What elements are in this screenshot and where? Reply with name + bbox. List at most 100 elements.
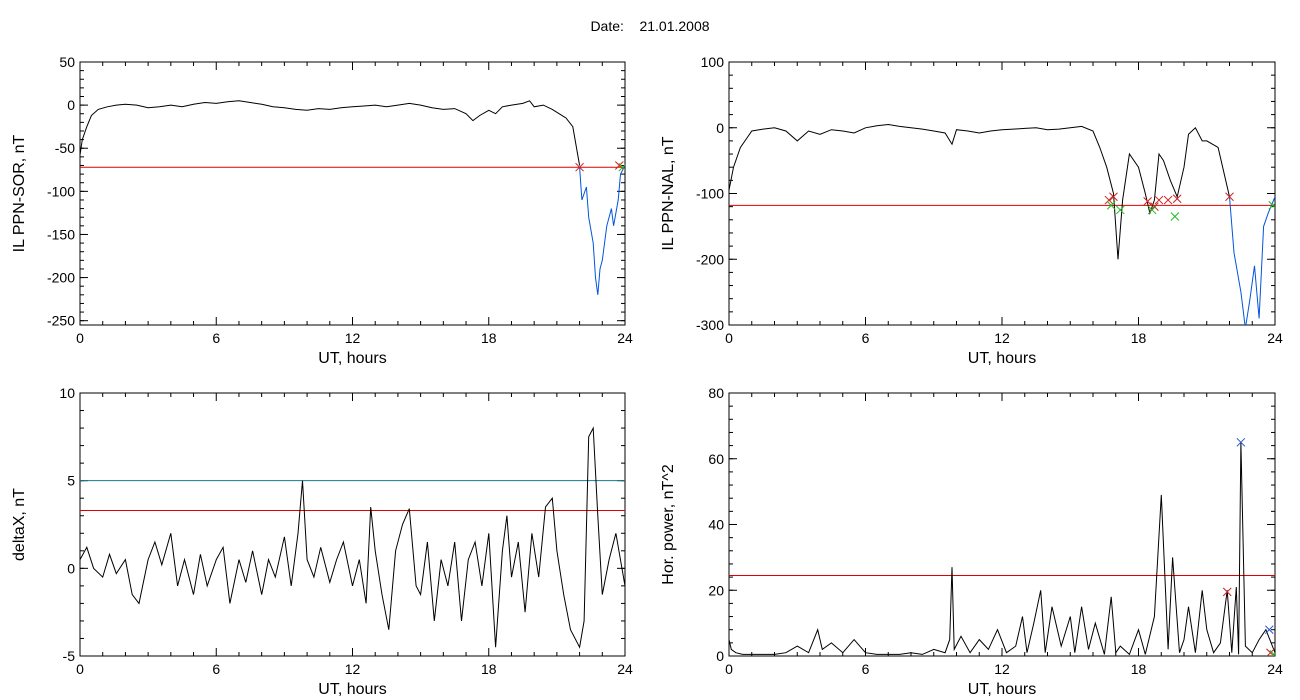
plot-area (729, 123, 1275, 325)
y-tick-label: -150 (47, 226, 75, 242)
x-tick-label: 12 (345, 661, 361, 677)
y-tick-label: -100 (696, 186, 724, 202)
marker-stroke (1266, 648, 1275, 656)
chart-sor: 0 6 12 18 24 50 0 -50 -100 -150 -200 -250 UT, hours I… (11, 54, 633, 367)
series-line-black (729, 123, 1230, 260)
marker-stroke (1106, 200, 1116, 210)
marker-red (1225, 192, 1234, 202)
y-tick-label: 80 (708, 385, 724, 401)
x-tick-label: 6 (212, 330, 220, 346)
plot-area (729, 437, 1275, 656)
x-tick-label: 18 (481, 661, 497, 677)
series-line-black (729, 442, 1275, 656)
marker-red (1104, 195, 1114, 205)
marker-red (575, 162, 584, 172)
y-tick-label: 10 (59, 385, 75, 401)
x-tick-label: 6 (212, 661, 220, 677)
marker-green (1268, 200, 1275, 210)
y-tick-label: 0 (716, 648, 724, 664)
series-line-blue (1229, 196, 1275, 325)
date-value: 21.01.2008 (639, 18, 710, 34)
marker-stroke (1222, 587, 1232, 597)
y-tick-label: 100 (701, 54, 725, 70)
x-axis-label: UT, hours (968, 681, 1036, 698)
chart-power: 0 6 12 18 24 80 60 40 20 0 UT, hours Hor. power, nT… (660, 385, 1283, 698)
marker-stroke (1264, 625, 1274, 635)
series-line-blue (579, 165, 625, 295)
date-label: Date: (590, 18, 624, 34)
y-axis-label: deltaX, nT (11, 488, 28, 561)
marker-stroke (1109, 192, 1118, 202)
y-tick-label: 50 (59, 54, 75, 70)
y-tick-label: 0 (716, 120, 724, 136)
marker-stroke (1115, 205, 1125, 215)
marker-stroke (1104, 195, 1114, 205)
y-tick-label: 20 (708, 582, 724, 598)
y-tick-label: -300 (696, 317, 724, 333)
marker-red (1154, 195, 1164, 205)
x-tick-label: 0 (725, 330, 733, 346)
x-axis-label: UT, hours (318, 350, 386, 367)
x-tick-label: 0 (76, 661, 84, 677)
plot-frame (728, 61, 1276, 326)
y-tick-label: 60 (708, 451, 724, 467)
marker-stroke (1143, 197, 1152, 206)
series-line-black (80, 100, 581, 166)
plot-frame (79, 392, 626, 657)
marker-green (1170, 212, 1180, 221)
y-tick-label: 40 (708, 517, 724, 533)
chart-date-title: Date: 21.01.2008 (0, 18, 1300, 34)
x-tick-label: 18 (481, 330, 497, 346)
y-tick-label: -50 (55, 140, 75, 156)
marker-green (1115, 205, 1125, 215)
marker-stroke (1172, 194, 1182, 204)
marker-green (618, 162, 625, 172)
x-tick-label: 0 (725, 661, 733, 677)
x-tick-label: 6 (862, 330, 870, 346)
plot-area (80, 100, 625, 295)
marker-stroke (614, 161, 624, 170)
x-tick-label: 24 (1267, 330, 1283, 346)
y-tick-label: 0 (67, 560, 75, 576)
x-tick-label: 0 (76, 330, 84, 346)
chart-nal: 0 6 12 18 24 100 0 -100 -200 -300 UT, hours IL PPN-… (660, 54, 1283, 367)
y-axis-label: IL PPN-SOR, nT (11, 134, 28, 252)
series-line-black (80, 426, 625, 649)
marker-red (1222, 587, 1232, 597)
y-tick-label: 5 (67, 473, 75, 489)
plot-frame (728, 392, 1276, 657)
x-tick-label: 6 (862, 661, 870, 677)
marker-stroke (575, 162, 584, 172)
x-tick-label: 18 (1131, 661, 1147, 677)
x-axis-label: UT, hours (318, 681, 386, 698)
x-tick-label: 12 (994, 661, 1010, 677)
y-axis-label: IL PPN-NAL, nT (660, 136, 677, 250)
marker-green (1147, 205, 1157, 215)
x-tick-label: 24 (617, 661, 633, 677)
y-tick-label: -5 (63, 648, 76, 664)
marker-stroke (1236, 437, 1246, 447)
y-tick-label: -200 (47, 270, 75, 286)
y-tick-label: 0 (67, 97, 75, 113)
x-tick-label: 12 (345, 330, 361, 346)
plot-area (80, 426, 625, 649)
marker-blue (1236, 437, 1246, 447)
marker-stroke (1170, 212, 1180, 221)
x-axis-label: UT, hours (968, 350, 1036, 367)
marker-green (1106, 200, 1116, 210)
x-tick-label: 12 (994, 330, 1010, 346)
x-tick-label: 18 (1131, 330, 1147, 346)
plot-frame (79, 61, 626, 326)
marker-green (1269, 650, 1275, 656)
marker-red (1109, 192, 1118, 202)
x-tick-label: 24 (617, 330, 633, 346)
y-tick-label: -200 (696, 251, 724, 267)
x-tick-label: 24 (1267, 661, 1283, 677)
y-tick-label: -100 (47, 183, 75, 199)
y-tick-label: -250 (47, 313, 75, 329)
marker-blue (1264, 625, 1274, 635)
marker-stroke (1163, 195, 1173, 205)
marker-stroke (1147, 205, 1157, 215)
